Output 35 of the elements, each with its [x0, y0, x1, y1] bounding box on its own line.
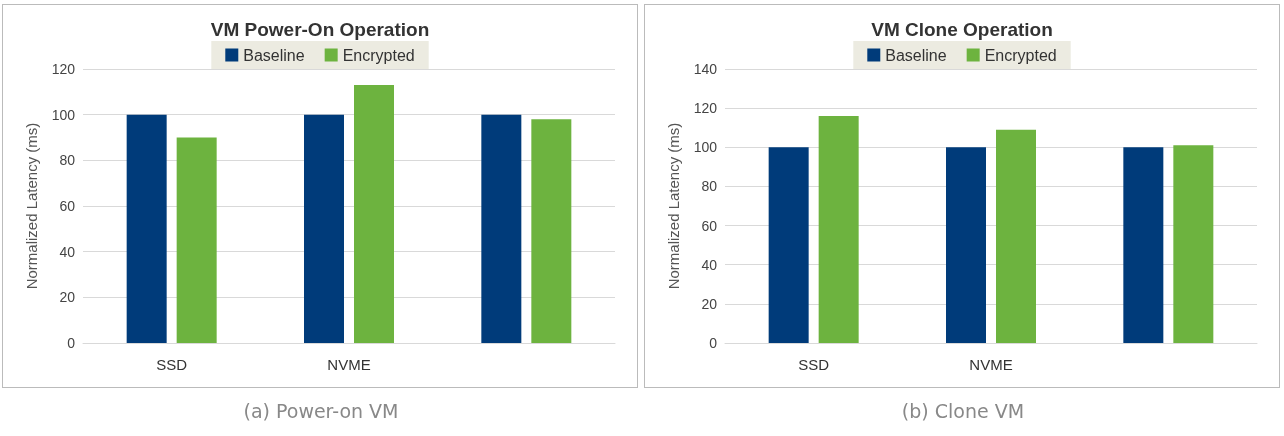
x-tick-label: NVME — [969, 356, 1013, 373]
legend-label: Baseline — [243, 46, 305, 64]
y-tick-label: 20 — [701, 295, 718, 312]
y-axis-title: Normalized Latency (ms) — [665, 122, 682, 290]
bar — [481, 114, 522, 343]
y-tick-label: 60 — [59, 198, 76, 214]
bar — [126, 114, 167, 343]
text: (a) Power-on VM — [242, 400, 400, 422]
y-tick-label: 40 — [701, 256, 718, 273]
legend-label: Encrypted — [342, 46, 415, 64]
x-tick-label: SSD — [156, 356, 188, 373]
y-tick-label: 120 — [693, 100, 718, 117]
y-tick-label: 0 — [709, 335, 718, 351]
y-axis-title: Normalized Latency (ms) — [23, 122, 40, 290]
y-tick-label: 120 — [51, 61, 76, 77]
x-tick-label: SSD — [798, 356, 830, 373]
y-tick-label: 0 — [67, 335, 76, 351]
bar — [304, 114, 344, 343]
y-tick-label: 100 — [51, 106, 76, 123]
bar — [176, 137, 217, 343]
bar — [354, 84, 394, 343]
legend-label: Baseline — [885, 46, 947, 64]
x-tick-label: NVME — [327, 356, 371, 373]
y-tick-label: 40 — [59, 243, 76, 260]
bar — [531, 119, 572, 343]
chart-title: VM Clone Operation — [871, 19, 1053, 40]
y-tick-label: 80 — [59, 152, 76, 169]
y-tick-label: 60 — [701, 217, 718, 234]
y-tick-label: 100 — [693, 139, 718, 156]
y-tick-label: 80 — [701, 178, 718, 195]
chart-title: VM Power-On Operation — [210, 19, 430, 40]
legend-label: Encrypted — [984, 46, 1057, 64]
y-tick-label: 20 — [59, 289, 76, 306]
text: (b) Clone VM — [900, 400, 1026, 422]
y-tick-label: 140 — [693, 61, 718, 77]
